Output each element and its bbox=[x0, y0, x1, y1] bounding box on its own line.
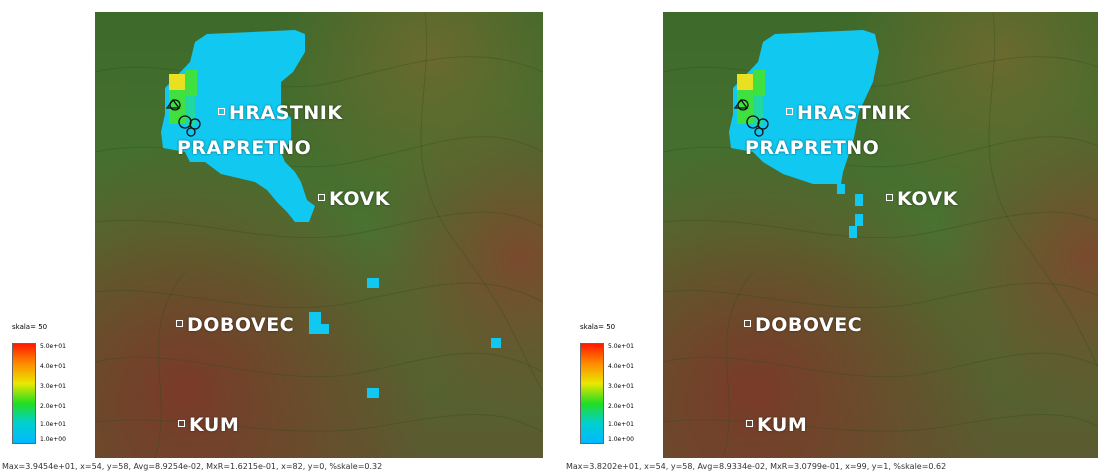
color-scale-legend: skala= 50 5.0e+01 4.0e+01 3.0e+01 2.0e+0… bbox=[568, 323, 663, 444]
legend-tick: 1.0e+01 bbox=[608, 421, 634, 428]
legend-tick: 1.0e+00 bbox=[40, 436, 66, 443]
town-marker-icon bbox=[744, 320, 751, 327]
legend-tick: 2.0e+01 bbox=[608, 403, 634, 410]
town-label-kovk: KOVK bbox=[318, 190, 390, 209]
dispersion-map-right bbox=[663, 12, 1098, 458]
town-marker-icon bbox=[178, 420, 185, 427]
legend-color-bar bbox=[580, 343, 604, 444]
town-marker-icon bbox=[318, 194, 325, 201]
town-marker-icon bbox=[886, 194, 893, 201]
legend-scale-label: skala= 50 bbox=[12, 323, 48, 331]
legend-scale-label: skala= 50 bbox=[580, 323, 616, 331]
legend-tick: 1.0e+00 bbox=[608, 436, 634, 443]
dispersion-map-left bbox=[95, 12, 543, 458]
town-label-hrastnik: HRASTNIK bbox=[786, 104, 911, 123]
town-label-hrastnik: HRASTNIK bbox=[218, 104, 343, 123]
color-scale-legend: skala= 50 5.0e+01 4.0e+01 3.0e+01 2.0e+0… bbox=[0, 323, 95, 444]
town-marker-icon bbox=[218, 108, 225, 115]
legend-tick: 3.0e+01 bbox=[40, 383, 66, 390]
panel-left: HRASTNIK PRAPRETNO KOVK DOBOVEC KUM skal… bbox=[0, 12, 543, 471]
town-label-dobovec: DOBOVEC bbox=[176, 316, 294, 335]
panel-right: HRASTNIK PRAPRETNO KOVK DOBOVEC KUM skal… bbox=[566, 0, 1098, 474]
stats-caption: Max=3.8202e+01, x=54, y=58, Avg=8.9334e-… bbox=[566, 462, 947, 471]
town-marker-icon bbox=[176, 320, 183, 327]
town-label-prapretno: PRAPRETNO bbox=[177, 137, 312, 159]
legend-tick: 4.0e+01 bbox=[608, 363, 634, 370]
legend-tick: 5.0e+01 bbox=[608, 343, 634, 350]
legend-tick: 4.0e+01 bbox=[40, 363, 66, 370]
legend-tick: 2.0e+01 bbox=[40, 403, 66, 410]
town-label-kum: KUM bbox=[746, 416, 807, 435]
stats-caption: Max=3.9454e+01, x=54, y=58, Avg=8.9254e-… bbox=[2, 462, 383, 471]
town-marker-icon bbox=[746, 420, 753, 427]
legend-color-bar bbox=[12, 343, 36, 444]
legend-tick: 5.0e+01 bbox=[40, 343, 66, 350]
town-label-kum: KUM bbox=[178, 416, 239, 435]
town-marker-icon bbox=[786, 108, 793, 115]
town-label-prapretno: PRAPRETNO bbox=[745, 137, 880, 159]
town-label-dobovec: DOBOVEC bbox=[744, 316, 862, 335]
town-label-kovk: KOVK bbox=[886, 190, 958, 209]
legend-tick: 3.0e+01 bbox=[608, 383, 634, 390]
legend-tick: 1.0e+01 bbox=[40, 421, 66, 428]
